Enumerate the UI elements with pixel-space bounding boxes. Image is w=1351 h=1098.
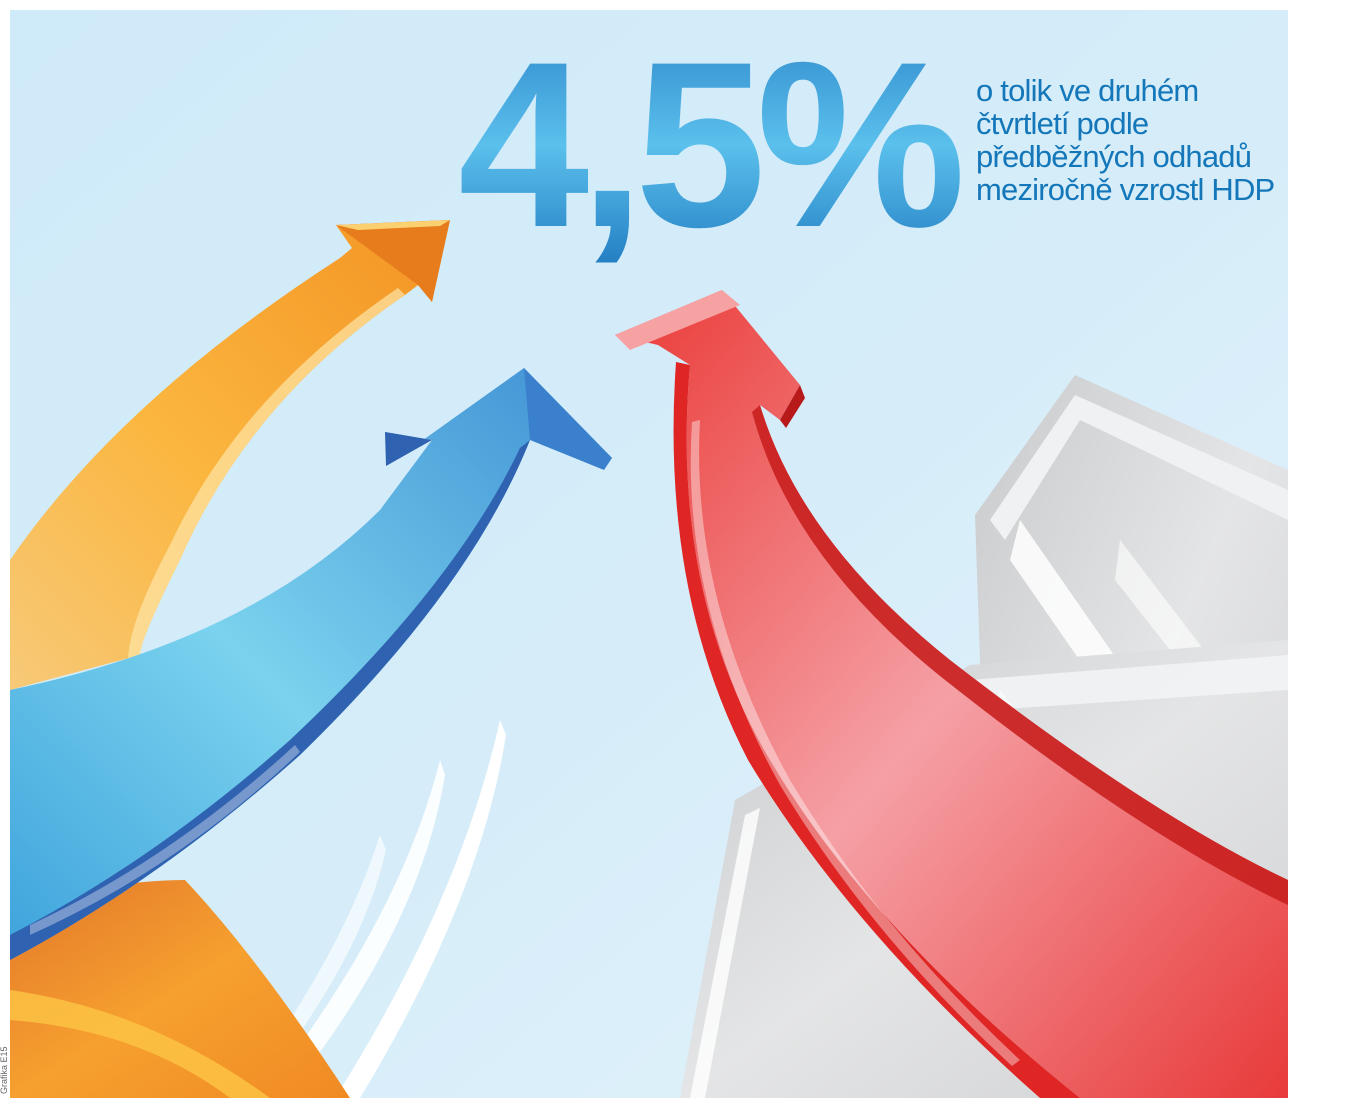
caption-line: o tolik ve druhém <box>976 74 1306 107</box>
caption-line: čtvrtletí podle <box>976 107 1306 140</box>
caption-line: meziročně vzrostl HDP <box>976 173 1306 206</box>
graphics-credit: Grafika E15 <box>0 1054 10 1094</box>
growth-value: 4,5% <box>458 13 960 277</box>
growth-caption: o tolik ve druhém čtvrtletí podle předbě… <box>976 74 1306 206</box>
caption-line: předběžných odhadů <box>976 140 1306 173</box>
